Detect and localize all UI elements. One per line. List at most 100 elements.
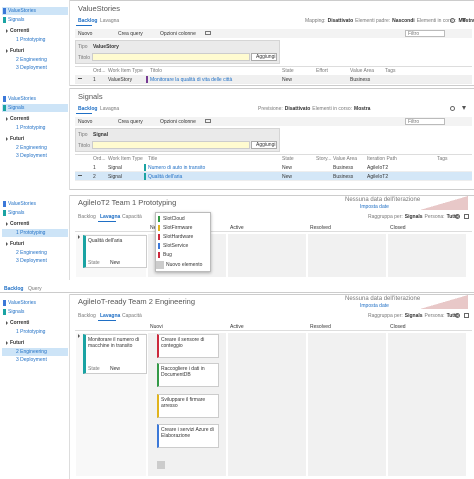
set-dates-link[interactable]: Imposta date <box>360 204 389 210</box>
column-header[interactable]: Ord... <box>93 156 106 162</box>
settings-icon[interactable] <box>455 313 460 318</box>
add-button-label[interactable]: Aggiungi <box>256 54 276 60</box>
filter-icon[interactable] <box>462 18 466 22</box>
top-tab[interactable]: Query <box>28 286 42 292</box>
tab[interactable]: Backlog <box>78 106 98 112</box>
tab[interactable]: Lavagna <box>100 18 120 24</box>
tab[interactable]: Lavagna <box>100 214 121 220</box>
column-header[interactable]: Work Item Type <box>108 68 143 74</box>
add-button[interactable] <box>251 53 277 61</box>
row[interactable] <box>75 75 472 84</box>
column-header[interactable]: Tags <box>385 68 396 74</box>
add-task-button[interactable] <box>157 461 165 469</box>
task-card[interactable] <box>157 334 219 358</box>
tab[interactable]: Backlog <box>78 18 98 24</box>
sidebar-item[interactable]: Correnti <box>10 28 30 34</box>
column-header[interactable]: State <box>282 156 294 162</box>
sidebar-item[interactable]: ValueStories <box>8 8 36 14</box>
option[interactable]: Signals <box>404 313 423 319</box>
tab[interactable]: Lavagna <box>100 106 120 112</box>
menu-item[interactable]: SlotCloud <box>163 216 185 222</box>
sidebar-item[interactable]: Correnti <box>10 116 30 122</box>
sidebar-item[interactable]: Signals <box>8 209 25 216</box>
tab[interactable]: Lavagna <box>100 313 121 319</box>
mail-icon[interactable] <box>205 31 211 35</box>
sidebar-item[interactable]: ValueStories <box>8 300 36 306</box>
sidebar-item[interactable]: Futuri <box>10 48 25 54</box>
option[interactable]: Mostra <box>458 18 474 24</box>
option[interactable]: Nascondi <box>392 18 415 24</box>
menu-new-item[interactable]: Nuovo elemento <box>166 262 203 268</box>
column-header[interactable]: Story... <box>316 156 332 162</box>
column-header[interactable]: Work Item Type <box>108 156 143 162</box>
tab[interactable]: Backlog <box>78 313 96 319</box>
sidebar-item[interactable]: Signals <box>8 16 25 23</box>
sidebar-item[interactable]: Signals <box>8 104 25 111</box>
sidebar-item[interactable]: 1 Prototyping <box>16 229 46 236</box>
add-icon[interactable] <box>156 261 164 269</box>
tab[interactable]: Capacità <box>122 313 142 319</box>
tab[interactable]: Backlog <box>78 214 96 220</box>
settings-icon[interactable] <box>450 106 455 111</box>
option[interactable]: Tutto <box>446 313 459 319</box>
option[interactable]: Disattivato <box>327 18 354 24</box>
sidebar-item[interactable]: Correnti <box>10 320 30 326</box>
form-type[interactable]: Signal <box>93 132 109 138</box>
sidebar-item[interactable]: 3 Deployment <box>16 153 47 159</box>
sidebar-item[interactable]: 1 Prototyping <box>16 328 46 335</box>
row[interactable] <box>75 163 472 172</box>
sidebar-item[interactable]: 2 Engineering <box>16 144 47 151</box>
sidebar-item[interactable]: 3 Deployment <box>16 258 47 264</box>
column-header[interactable]: Ord... <box>93 68 106 74</box>
task-card[interactable] <box>157 363 219 387</box>
form-type[interactable]: ValueStory <box>93 44 119 50</box>
settings-icon[interactable] <box>450 18 455 23</box>
filter-box[interactable] <box>405 118 445 125</box>
option[interactable]: Tutto <box>446 214 459 220</box>
sidebar-item[interactable]: Signals <box>8 308 25 315</box>
toolbar-button[interactable]: Crea query <box>118 31 143 37</box>
column-header[interactable]: State <box>282 68 294 74</box>
sidebar-item[interactable]: Futuri <box>10 136 25 142</box>
sidebar-item[interactable]: 2 Engineering <box>16 348 47 355</box>
settings-icon[interactable] <box>455 214 460 219</box>
column-header[interactable]: Title <box>148 156 158 162</box>
sidebar-item[interactable]: 2 Engineering <box>16 249 47 256</box>
sidebar-item[interactable]: 3 Deployment <box>16 357 47 363</box>
task-card[interactable] <box>157 394 219 418</box>
toolbar-button[interactable]: Nuovo <box>78 31 93 37</box>
column-header[interactable]: Iteration Path <box>367 156 397 162</box>
add-button-label[interactable]: Aggiungi <box>256 142 276 148</box>
sidebar-item[interactable]: 2 Engineering <box>16 56 47 63</box>
title-input[interactable] <box>92 141 250 149</box>
column-header[interactable]: Titolo <box>150 68 163 74</box>
toolbar-button[interactable]: Opzioni colonne <box>160 31 196 37</box>
task-card[interactable] <box>157 424 219 448</box>
parent-card[interactable] <box>83 334 147 374</box>
column-header[interactable]: Effort <box>316 68 328 74</box>
option[interactable]: Disattivato <box>284 106 311 112</box>
filter-box[interactable] <box>405 30 445 37</box>
menu-item[interactable]: Bug <box>163 252 172 258</box>
mail-icon[interactable] <box>205 119 211 123</box>
parent-card[interactable] <box>83 235 147 268</box>
sidebar-item[interactable]: Futuri <box>10 340 25 346</box>
menu-item[interactable]: SlotHardware <box>163 234 194 240</box>
title-input[interactable] <box>92 53 250 61</box>
sidebar-item[interactable]: Futuri <box>10 241 25 247</box>
fullscreen-icon[interactable] <box>464 313 469 318</box>
sidebar-item[interactable]: 3 Deployment <box>16 65 47 71</box>
option[interactable]: Signals <box>404 214 423 220</box>
fullscreen-icon[interactable] <box>464 214 469 219</box>
toolbar-button[interactable]: Opzioni colonne <box>160 119 196 125</box>
filter-icon[interactable] <box>462 106 466 110</box>
menu-item[interactable]: SlotFirmware <box>163 225 193 231</box>
option[interactable]: Mostra <box>354 106 371 112</box>
column-header[interactable]: Value Area <box>350 68 375 74</box>
sidebar-item[interactable]: ValueStories <box>8 96 36 102</box>
row[interactable] <box>75 172 472 181</box>
sidebar-item[interactable]: 1 Prototyping <box>16 36 46 43</box>
tab[interactable]: Capacità <box>122 214 142 220</box>
sidebar-item[interactable]: Correnti <box>10 221 30 227</box>
menu-item[interactable]: SlotService <box>163 243 189 249</box>
